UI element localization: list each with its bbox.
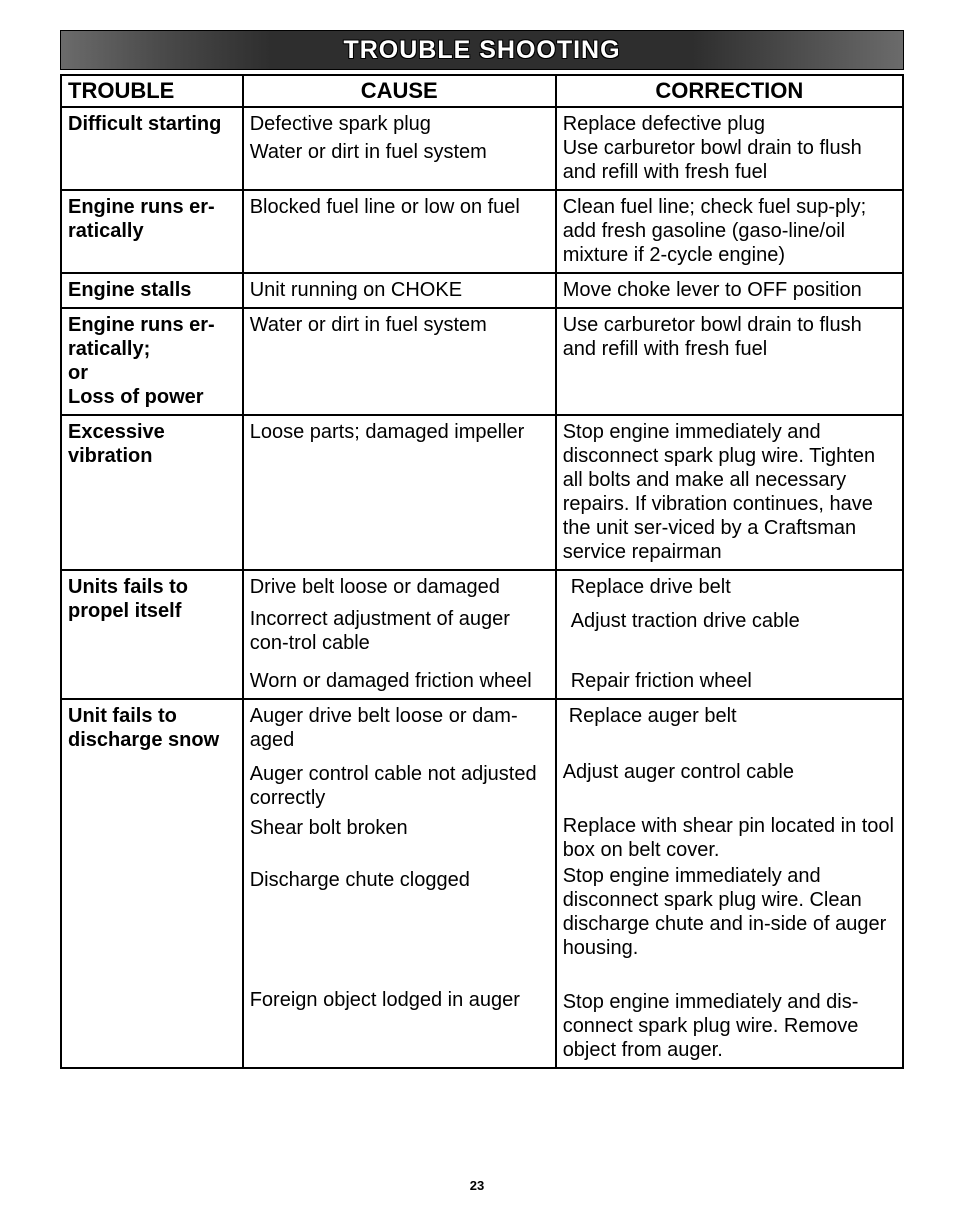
cause-line: Shear bolt broken [250,816,549,840]
cause-cell: Blocked fuel line or low on fuel [243,190,556,273]
correction-cell: Move choke lever to OFF position [556,273,903,308]
trouble-cell: Units fails to propel itself [61,570,243,699]
cause-line: Auger drive belt loose or dam-aged [250,704,549,752]
correction-cell: Stop engine immediately and disconnect s… [556,415,903,570]
section-title-bar: TROUBLE SHOOTING [60,30,904,70]
troubleshooting-table: TROUBLE CAUSE CORRECTION Difficult start… [60,74,904,1069]
correction-line: Stop engine immediately and disconnect s… [563,864,896,960]
cause-line: Water or dirt in fuel system [250,313,549,337]
cause-cell: Unit running on CHOKE [243,273,556,308]
correction-line: Stop engine immediately and dis-connect … [563,990,896,1062]
correction-line: Stop engine immediately and disconnect s… [563,420,896,564]
correction-line: Replace auger belt [569,704,896,728]
cause-line: Discharge chute clogged [250,868,549,892]
table-header-row: TROUBLE CAUSE CORRECTION [61,75,903,107]
correction-line: Use carburetor bowl drain to flush and r… [563,313,896,361]
table-row: Excessive vibration Loose parts; damaged… [61,415,903,570]
correction-cell: Replace drive belt Adjust traction drive… [556,570,903,699]
cause-line: Auger control cable not adjusted correct… [250,762,549,810]
table-row: Engine runs er-ratically Blocked fuel li… [61,190,903,273]
trouble-cell: Engine runs er-ratically; or Loss of pow… [61,308,243,415]
table-row: Engine stalls Unit running on CHOKE Move… [61,273,903,308]
cause-line: Defective spark plug [250,112,549,136]
correction-cell: Use carburetor bowl drain to flush and r… [556,308,903,415]
cause-line: Water or dirt in fuel system [250,140,549,164]
table-row: Engine runs er-ratically; or Loss of pow… [61,308,903,415]
correction-line: Replace drive belt [571,575,896,599]
correction-line: Repair friction wheel [571,669,896,693]
spacer [250,337,549,387]
header-correction: CORRECTION [556,75,903,107]
trouble-cell: Unit fails to discharge snow [61,699,243,1068]
cause-line: Foreign object lodged in auger [250,988,549,1012]
cause-cell: Water or dirt in fuel system [243,308,556,415]
correction-line: Use carburetor bowl drain to flush and r… [563,136,896,184]
trouble-cell: Difficult starting [61,107,243,190]
page-number: 23 [0,1178,954,1193]
cause-line: Blocked fuel line or low on fuel [250,195,549,219]
correction-cell: Replace defective plug Use carburetor bo… [556,107,903,190]
correction-line: Replace with shear pin located in tool b… [563,814,896,862]
trouble-cell: Excessive vibration [61,415,243,570]
cause-line: Worn or damaged friction wheel [250,669,549,693]
cause-line: Drive belt loose or damaged [250,575,549,599]
page-container: TROUBLE SHOOTING TROUBLE CAUSE CORRECTIO… [0,0,954,1069]
cause-line: Incorrect adjustment of auger con-trol c… [250,607,549,655]
table-row: Units fails to propel itself Drive belt … [61,570,903,699]
cause-cell: Auger drive belt loose or dam-aged Auger… [243,699,556,1068]
section-title-text: TROUBLE SHOOTING [343,36,620,65]
correction-line: Adjust auger control cable [563,760,896,784]
correction-line: Adjust traction drive cable [571,609,896,633]
header-cause: CAUSE [243,75,556,107]
correction-cell: Clean fuel line; check fuel sup-ply; add… [556,190,903,273]
trouble-cell: Engine runs er-ratically [61,190,243,273]
header-trouble: TROUBLE [61,75,243,107]
correction-line: Move choke lever to OFF position [563,278,896,302]
cause-cell: Loose parts; damaged impeller [243,415,556,570]
cause-line: Loose parts; damaged impeller [250,420,549,444]
trouble-cell: Engine stalls [61,273,243,308]
cause-cell: Drive belt loose or damaged Incorrect ad… [243,570,556,699]
table-row: Unit fails to discharge snow Auger drive… [61,699,903,1068]
correction-line: Clean fuel line; check fuel sup-ply; add… [563,195,896,267]
cause-cell: Defective spark plug Water or dirt in fu… [243,107,556,190]
cause-line: Unit running on CHOKE [250,278,549,302]
correction-cell: Replace auger belt Adjust auger control … [556,699,903,1068]
table-row: Difficult starting Defective spark plug … [61,107,903,190]
correction-line: Replace defective plug [563,112,896,136]
